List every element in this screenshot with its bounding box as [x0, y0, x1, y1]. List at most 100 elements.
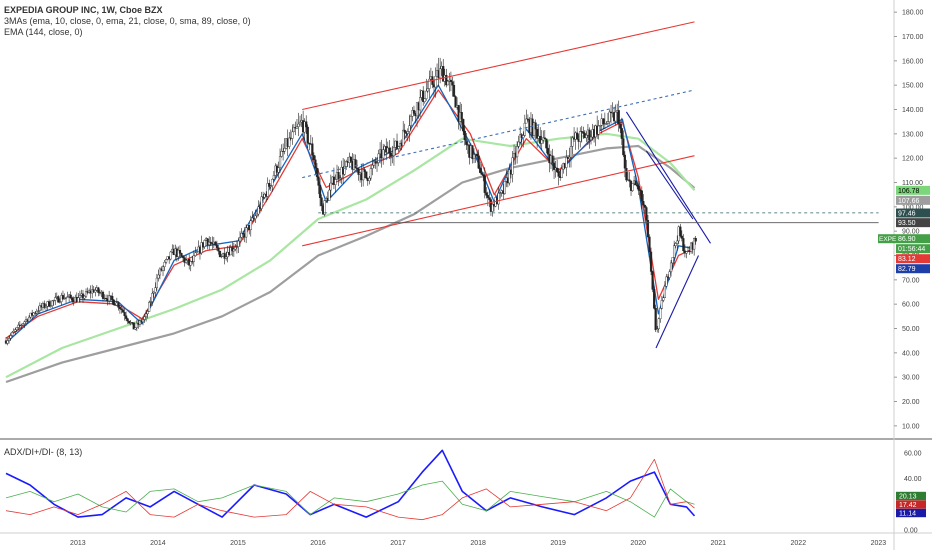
candle-body[interactable]: [556, 167, 559, 173]
candle-body[interactable]: [668, 271, 671, 278]
candle-body[interactable]: [17, 324, 20, 328]
candle-body[interactable]: [423, 98, 426, 102]
candle-body[interactable]: [134, 327, 137, 330]
candle-body[interactable]: [38, 305, 41, 311]
candle-body[interactable]: [44, 305, 48, 308]
candle-body[interactable]: [235, 246, 239, 248]
candle-body[interactable]: [640, 190, 643, 202]
candle-body[interactable]: [292, 127, 295, 133]
candle-body[interactable]: [543, 137, 546, 140]
candle-body[interactable]: [534, 122, 537, 130]
candle-body[interactable]: [497, 193, 500, 205]
candle-body[interactable]: [446, 81, 449, 86]
candle-body[interactable]: [588, 129, 591, 141]
candle-body[interactable]: [545, 138, 548, 149]
candle-body[interactable]: [463, 130, 466, 141]
candle-body[interactable]: [257, 206, 260, 215]
candle-body[interactable]: [589, 136, 593, 141]
candle-body[interactable]: [43, 303, 46, 308]
candle-body[interactable]: [6, 340, 9, 344]
candle-body[interactable]: [237, 240, 240, 247]
candle-body[interactable]: [568, 156, 571, 159]
candle-body[interactable]: [83, 295, 86, 299]
candle-body[interactable]: [552, 162, 556, 170]
candle-body[interactable]: [15, 327, 18, 330]
candle-body[interactable]: [422, 90, 425, 102]
candle-body[interactable]: [271, 179, 274, 186]
candle-body[interactable]: [84, 291, 88, 297]
candle-body[interactable]: [693, 237, 696, 250]
candle-body[interactable]: [61, 295, 65, 300]
candle-body[interactable]: [362, 169, 365, 181]
candle-body[interactable]: [318, 185, 322, 198]
candle-body[interactable]: [371, 165, 374, 169]
candle-body[interactable]: [77, 297, 80, 303]
candle-body[interactable]: [152, 291, 155, 294]
candle-body[interactable]: [659, 308, 662, 320]
candle-body[interactable]: [662, 297, 665, 301]
candle-body[interactable]: [343, 166, 346, 175]
candle-body[interactable]: [277, 167, 280, 173]
candle-body[interactable]: [192, 255, 195, 262]
candle-body[interactable]: [585, 134, 588, 139]
candle-body[interactable]: [579, 131, 582, 142]
candle-body[interactable]: [449, 79, 453, 82]
candle-body[interactable]: [571, 137, 574, 147]
candle-body[interactable]: [209, 241, 212, 244]
candle-body[interactable]: [206, 238, 209, 245]
candle-body[interactable]: [155, 277, 158, 288]
candle-body[interactable]: [315, 168, 319, 177]
candle-body[interactable]: [536, 129, 539, 139]
candle-body[interactable]: [516, 146, 519, 158]
candle-body[interactable]: [203, 240, 206, 247]
candle-body[interactable]: [338, 177, 342, 180]
candle-body[interactable]: [634, 180, 637, 186]
candle-body[interactable]: [551, 155, 554, 164]
candle-body[interactable]: [653, 289, 656, 309]
adx-legend[interactable]: ADX/DI+/DI- (8, 13): [4, 447, 83, 457]
candle-body[interactable]: [328, 189, 331, 201]
candle-body[interactable]: [337, 172, 340, 180]
candle-body[interactable]: [402, 129, 405, 146]
candle-body[interactable]: [480, 172, 483, 175]
candle-body[interactable]: [48, 301, 51, 307]
candle-body[interactable]: [503, 181, 506, 194]
candle-body[interactable]: [460, 112, 463, 120]
candle-body[interactable]: [260, 196, 263, 209]
candle-body[interactable]: [657, 318, 660, 329]
candle-body[interactable]: [111, 296, 114, 301]
candle-body[interactable]: [132, 322, 135, 330]
candle-body[interactable]: [57, 296, 60, 303]
candle-body[interactable]: [355, 167, 359, 169]
candle-body[interactable]: [582, 131, 585, 134]
candle-body[interactable]: [620, 128, 623, 139]
candle-body[interactable]: [49, 305, 52, 307]
candle-body[interactable]: [397, 146, 400, 149]
candle-body[interactable]: [357, 168, 360, 175]
candle-body[interactable]: [673, 245, 676, 258]
candle-body[interactable]: [104, 297, 108, 300]
candle-body[interactable]: [311, 143, 314, 156]
candle-body[interactable]: [479, 168, 482, 173]
candle-body[interactable]: [565, 157, 568, 168]
candle-body[interactable]: [21, 323, 25, 326]
candle-body[interactable]: [617, 110, 620, 125]
candle-body[interactable]: [608, 111, 611, 122]
candle-body[interactable]: [97, 287, 100, 293]
candle-body[interactable]: [200, 242, 203, 254]
candle-body[interactable]: [123, 312, 126, 316]
candle-body[interactable]: [58, 301, 61, 303]
candle-body[interactable]: [623, 154, 626, 169]
candle-body[interactable]: [121, 309, 125, 313]
candle-body[interactable]: [9, 335, 12, 339]
candle-body[interactable]: [195, 251, 198, 253]
candle-body[interactable]: [665, 276, 668, 287]
candle-body[interactable]: [52, 300, 55, 302]
candle-body[interactable]: [11, 332, 14, 336]
candle-body[interactable]: [614, 111, 617, 122]
candle-body[interactable]: [268, 183, 271, 187]
candle-body[interactable]: [183, 257, 186, 263]
candle-body[interactable]: [288, 137, 291, 147]
candle-body[interactable]: [349, 156, 352, 162]
candle-body[interactable]: [108, 295, 111, 302]
